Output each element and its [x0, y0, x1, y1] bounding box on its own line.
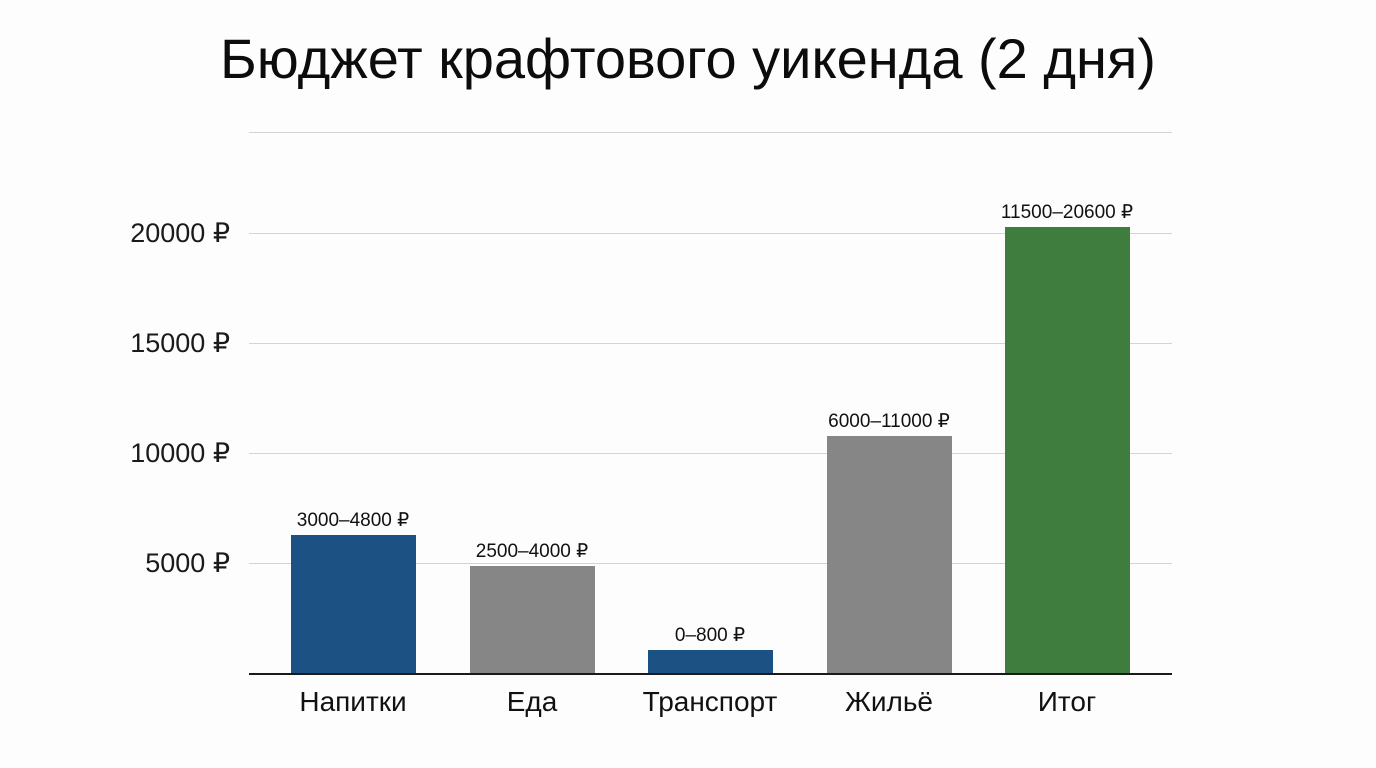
bar-2: [647, 650, 773, 674]
x-tick-label: Жильё: [845, 686, 933, 717]
bar-value-label: 11500–20600 ₽: [1000, 202, 1134, 224]
bar-value-label: 3000–4800 ₽: [296, 510, 410, 532]
x-tick-label: Итог: [1037, 686, 1097, 717]
x-tick-label: Транспорт: [642, 686, 778, 717]
gridline-20000: [249, 233, 1172, 234]
gridline-5000: [249, 563, 1172, 564]
x-axis-line: [249, 673, 1172, 675]
bar-value-label: 0–800 ₽: [674, 625, 746, 647]
x-tick-label: Еда: [506, 686, 558, 717]
gridline-10000: [249, 453, 1172, 454]
plot-area: [249, 132, 1172, 674]
gridline-25000: [249, 132, 1172, 133]
x-tick-label: Напитки: [299, 686, 407, 717]
y-tick-label: 5000 ₽: [145, 548, 230, 578]
bar-3: [826, 435, 952, 674]
y-tick-label: 10000 ₽: [130, 438, 230, 468]
y-tick-label: 20000 ₽: [130, 218, 230, 248]
bar-value-label: 2500–4000 ₽: [475, 540, 589, 562]
bar-1: [469, 565, 595, 674]
bar-value-label: 6000–11000 ₽: [828, 410, 950, 432]
gridline-15000: [249, 343, 1172, 344]
chart-title: Бюджет крафтового уикенда (2 дня): [220, 27, 1156, 90]
bar-4: [1004, 227, 1130, 674]
bar-0: [290, 535, 416, 674]
y-tick-label: 15000 ₽: [130, 328, 230, 358]
